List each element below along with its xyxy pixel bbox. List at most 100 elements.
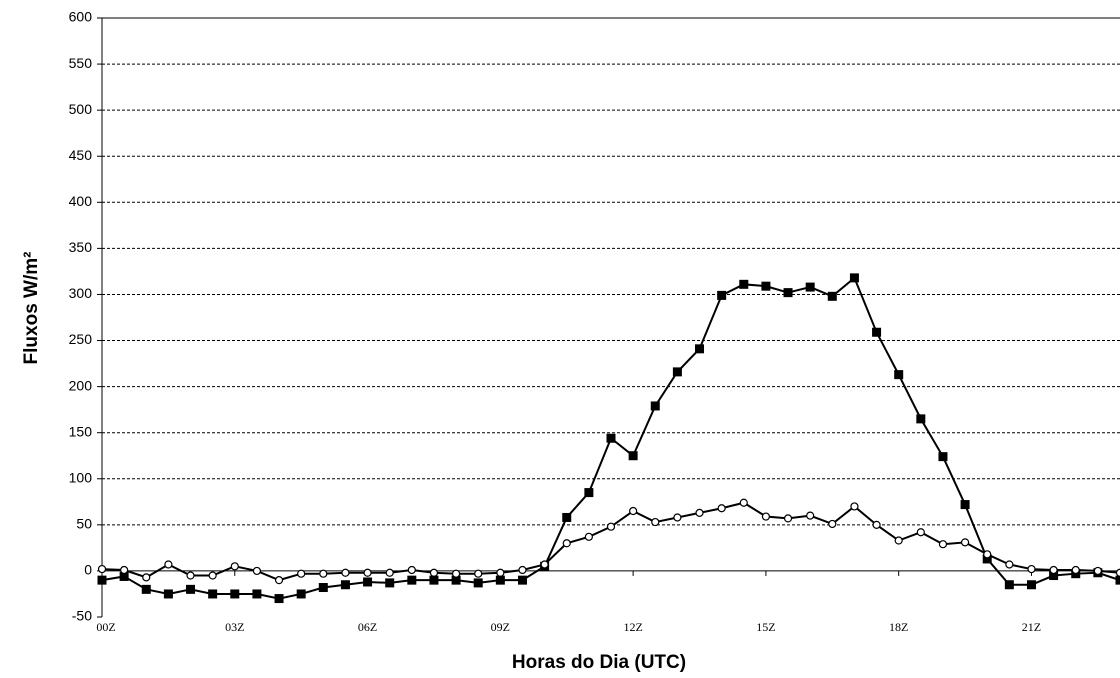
marker [673,513,682,522]
marker [518,565,527,575]
marker [960,500,970,510]
marker [651,517,660,527]
marker [297,569,306,578]
marker [186,584,196,594]
y-tick-label: 50 [76,516,92,532]
marker [1049,571,1059,581]
marker [739,279,749,289]
marker [119,571,129,581]
marker [230,562,239,571]
x-tick-label: 00Z [96,620,115,634]
x-tick-label: 12Z [623,620,642,634]
marker [761,281,771,291]
y-tick-label: 300 [69,285,93,301]
marker [496,568,505,577]
marker [208,571,217,580]
marker [562,539,571,548]
marker [474,569,483,578]
marker [606,433,616,443]
marker [97,564,107,574]
marker [385,568,394,577]
marker [341,568,350,577]
y-tick-label: 250 [69,331,93,347]
marker [318,583,328,593]
marker [429,575,439,585]
y-tick-label: 400 [69,193,93,209]
y-tick-label: 500 [69,101,93,117]
y-axis-title: Fluxos W/m² [21,252,42,365]
x-tick-label: 03Z [225,620,244,634]
marker [120,565,129,575]
marker [650,401,660,411]
marker [1115,568,1120,577]
marker [695,508,704,517]
marker [407,575,417,585]
marker [960,538,970,547]
marker [584,532,593,541]
marker [1049,565,1058,575]
marker [208,589,218,599]
y-tick-label: 600 [69,9,93,25]
marker [806,511,815,520]
x-axis-title: Horas do Dia (UTC) [512,652,686,673]
y-tick-label: 150 [69,423,93,439]
marker [141,584,151,594]
y-tick-label: -50 [72,608,92,624]
marker [540,560,549,569]
marker [407,565,416,575]
marker [739,498,748,507]
marker [629,506,638,516]
marker [1027,564,1036,574]
marker [97,575,107,585]
x-tick-label: 21Z [1022,620,1041,634]
marker [695,344,705,354]
marker [363,577,373,587]
y-tick-label: 0 [84,562,92,578]
marker [274,576,284,585]
marker [429,568,439,577]
marker [451,569,461,578]
marker [1005,560,1014,569]
marker [1093,566,1102,576]
marker [451,575,461,585]
marker [1115,575,1120,585]
marker [584,488,594,498]
y-tick-label: 100 [69,469,93,485]
x-tick-label: 06Z [358,620,377,634]
marker [783,288,793,298]
marker [1071,565,1080,575]
marker [164,560,173,569]
marker [296,589,306,599]
marker [850,502,859,511]
marker [186,571,195,580]
y-tick-label: 550 [69,55,93,71]
marker [1004,580,1014,590]
marker [717,504,726,513]
marker [894,370,904,380]
marker [805,282,815,292]
marker [163,589,173,599]
marker [252,589,262,599]
marker [872,520,881,529]
marker [827,291,837,301]
marker [517,575,527,585]
x-tick-label: 15Z [756,620,775,634]
marker [495,575,505,585]
marker [363,568,372,577]
marker [894,536,903,545]
marker [562,512,572,522]
x-tick-label: 18Z [889,620,908,634]
marker [717,290,727,300]
marker [628,451,638,461]
y-tick-label: 450 [69,147,93,163]
marker [983,550,992,559]
marker [252,566,262,576]
marker [916,528,925,537]
marker [1026,580,1036,590]
marker [982,554,992,564]
marker [916,414,926,424]
marker [783,514,793,523]
marker [142,573,151,582]
